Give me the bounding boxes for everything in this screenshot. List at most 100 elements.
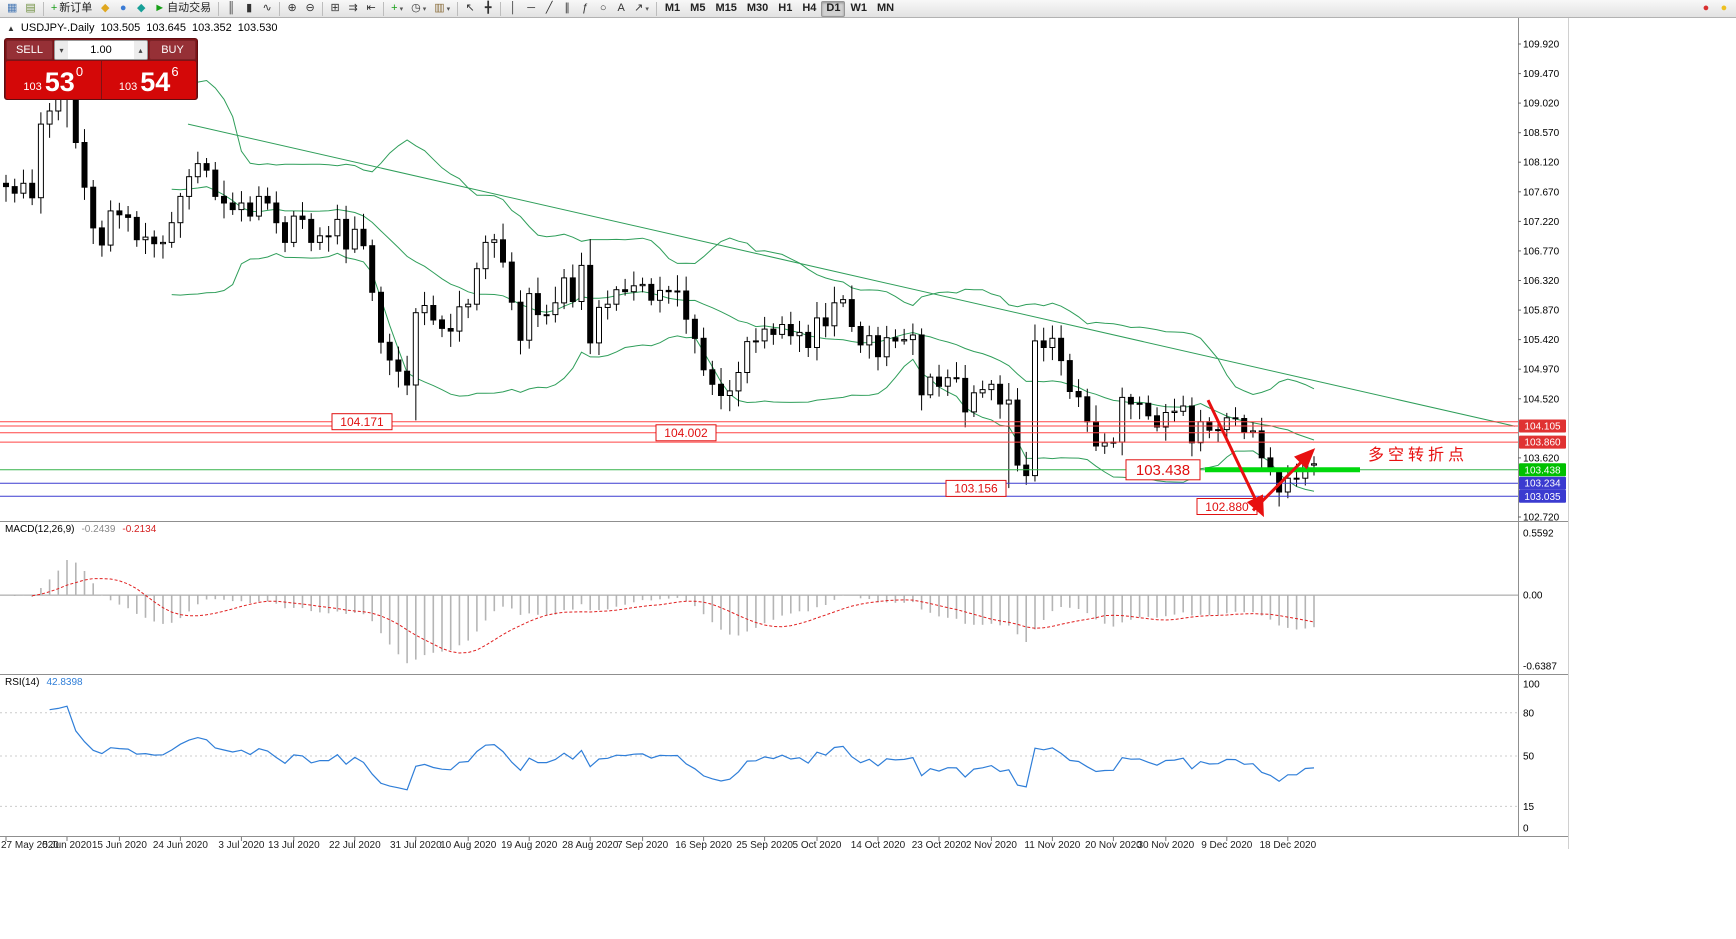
autotrading-button[interactable]: ► 自动交易: [150, 1, 215, 17]
sell-button[interactable]: SELL: [6, 40, 53, 60]
volume-input[interactable]: [68, 41, 134, 59]
text-button[interactable]: A: [612, 1, 630, 17]
price-tick-label: 105.870: [1523, 306, 1560, 317]
symbol-info-line: ▲ USDJPY-.Daily 103.505 103.645 103.352 …: [7, 22, 278, 34]
bar-chart-button[interactable]: ║: [222, 1, 240, 17]
low-value: 103.352: [192, 22, 232, 34]
alerts-button[interactable]: ●: [1715, 1, 1733, 17]
descending-trendline[interactable]: [187, 123, 1516, 427]
signals-button[interactable]: ◆: [132, 1, 150, 17]
timeframe-m30-button[interactable]: M30: [742, 1, 773, 17]
tile-windows-button[interactable]: ⊞: [326, 1, 344, 17]
indicators-button[interactable]: + ▾: [387, 1, 407, 17]
macd-scale-label: 0.00: [1523, 591, 1543, 602]
buy-button[interactable]: BUY: [149, 40, 196, 60]
rsi-panel: [0, 705, 1518, 807]
horizontal-line-button[interactable]: ─: [522, 1, 540, 17]
date-tick-label: 24 Jun 2020: [153, 840, 208, 851]
alerts-icon: ●: [1720, 2, 1728, 14]
periods-button[interactable]: ◷ ▾: [407, 1, 430, 17]
price-divider: [100, 61, 102, 99]
price-badge-label: 103.234: [1524, 479, 1561, 490]
trendline-button[interactable]: ╱: [540, 1, 558, 17]
zoom-in-button[interactable]: ⊕: [283, 1, 301, 17]
price-label-box[interactable]: [945, 479, 1007, 497]
profiles-icon: ▤: [25, 2, 36, 14]
timeframe-m5-button[interactable]: M5: [685, 1, 710, 17]
trend-arrow-2[interactable]: [1251, 448, 1316, 512]
high-value: 103.645: [146, 22, 187, 34]
profiles-button[interactable]: ▤: [21, 1, 39, 17]
trade-panel-controls: SELL ▾ ▴ BUY: [6, 40, 196, 60]
market-button[interactable]: ●: [114, 1, 132, 17]
price-label-box[interactable]: [655, 424, 717, 442]
date-tick-label: 25 Sep 2020: [736, 840, 793, 851]
templates-button[interactable]: ▥ ▾: [430, 1, 454, 17]
timeframe-d1-button-label: D1: [826, 2, 841, 14]
toolbar-right-buttons: ● ●: [1697, 0, 1733, 17]
timeframe-mn-button[interactable]: MN: [872, 1, 899, 17]
trend-arrow-1[interactable]: [1206, 399, 1264, 518]
date-tick-label: 2 Nov 2020: [966, 840, 1018, 851]
buy-price-button[interactable]: 103 54 6: [101, 61, 196, 99]
close-value: 103.530: [237, 22, 278, 34]
crosshair-button[interactable]: ╋: [479, 1, 497, 17]
chart-shift-button[interactable]: ⇤: [362, 1, 380, 17]
community-icon: ●: [1702, 2, 1710, 14]
macd-signal-value: -0.2134: [122, 524, 157, 535]
auto-scroll-button[interactable]: ⇉: [344, 1, 362, 17]
tile-windows-icon: ⊞: [330, 2, 340, 14]
chart-shift-icon: ⇤: [366, 2, 376, 14]
price-label-box[interactable]: [331, 413, 393, 431]
volume-increase-button[interactable]: ▴: [134, 41, 147, 59]
one-click-trading-panel: SELL ▾ ▴ BUY 103 53 0 103 54 6: [4, 38, 198, 100]
new-order-button-label: 新订单: [59, 2, 93, 14]
fibonacci-button[interactable]: ƒ: [576, 1, 594, 17]
new-chart-button[interactable]: ▦: [3, 1, 21, 17]
zoom-out-button[interactable]: ⊖: [301, 1, 319, 17]
shapes-icon: ○: [599, 2, 607, 14]
signals-icon: ◆: [137, 2, 146, 14]
metaeditor-button[interactable]: ◆: [96, 1, 114, 17]
text-icon: A: [617, 2, 625, 14]
new-order-button[interactable]: + 新订单: [47, 1, 96, 17]
date-tick-label: 9 Dec 2020: [1201, 840, 1253, 851]
macd-signal-line: [32, 578, 1315, 654]
line-chart-icon: ∿: [262, 2, 272, 14]
timeframe-h4-button[interactable]: H4: [797, 1, 821, 17]
timeframe-m15-button[interactable]: M15: [710, 1, 741, 17]
candlestick-chart-button[interactable]: ▮: [240, 1, 258, 17]
toolbar-separator: [218, 1, 220, 16]
vertical-line-icon: │: [509, 2, 517, 14]
arrows-button[interactable]: ↗ ▾: [630, 1, 653, 17]
shapes-button[interactable]: ○: [594, 1, 612, 17]
timeframe-d1-button[interactable]: D1: [821, 0, 846, 17]
volume-decrease-button[interactable]: ▾: [55, 41, 68, 59]
price-label-box[interactable]: [1125, 459, 1201, 481]
line-chart-button[interactable]: ∿: [258, 1, 276, 17]
timeframe-m15-button-label: M15: [715, 2, 737, 14]
price-badge: [1519, 463, 1566, 477]
timeframe-m1-button[interactable]: M1: [660, 1, 685, 17]
timeframe-w1-button[interactable]: W1: [845, 1, 872, 17]
price-tick-label: 104.970: [1523, 365, 1560, 376]
channel-button[interactable]: ∥: [558, 1, 576, 17]
market-icon: ●: [119, 2, 127, 14]
price-tick-label: 107.220: [1523, 217, 1560, 228]
cursor-button[interactable]: ↖: [461, 1, 479, 17]
collapse-panel-icon[interactable]: ▲: [7, 23, 15, 33]
community-button[interactable]: ●: [1697, 1, 1715, 17]
vertical-line-button[interactable]: │: [504, 1, 522, 17]
price-tick-label: 109.470: [1523, 69, 1560, 80]
annotation-text[interactable]: 多空转折点: [1368, 446, 1468, 464]
sell-price-button[interactable]: 103 53 0: [6, 61, 101, 99]
symbol-period-label: USDJPY-.Daily: [20, 22, 95, 34]
autotrading-button-label: 自动交易: [167, 2, 212, 14]
toolbar-separator: [655, 1, 657, 16]
toolbar-separator: [279, 1, 281, 16]
date-tick-label: 14 Oct 2020: [851, 840, 906, 851]
date-tick-label: 5 Jun 2020: [42, 840, 92, 851]
timeframe-h1-button[interactable]: H1: [773, 1, 797, 17]
new-chart-icon: ▦: [7, 2, 18, 14]
